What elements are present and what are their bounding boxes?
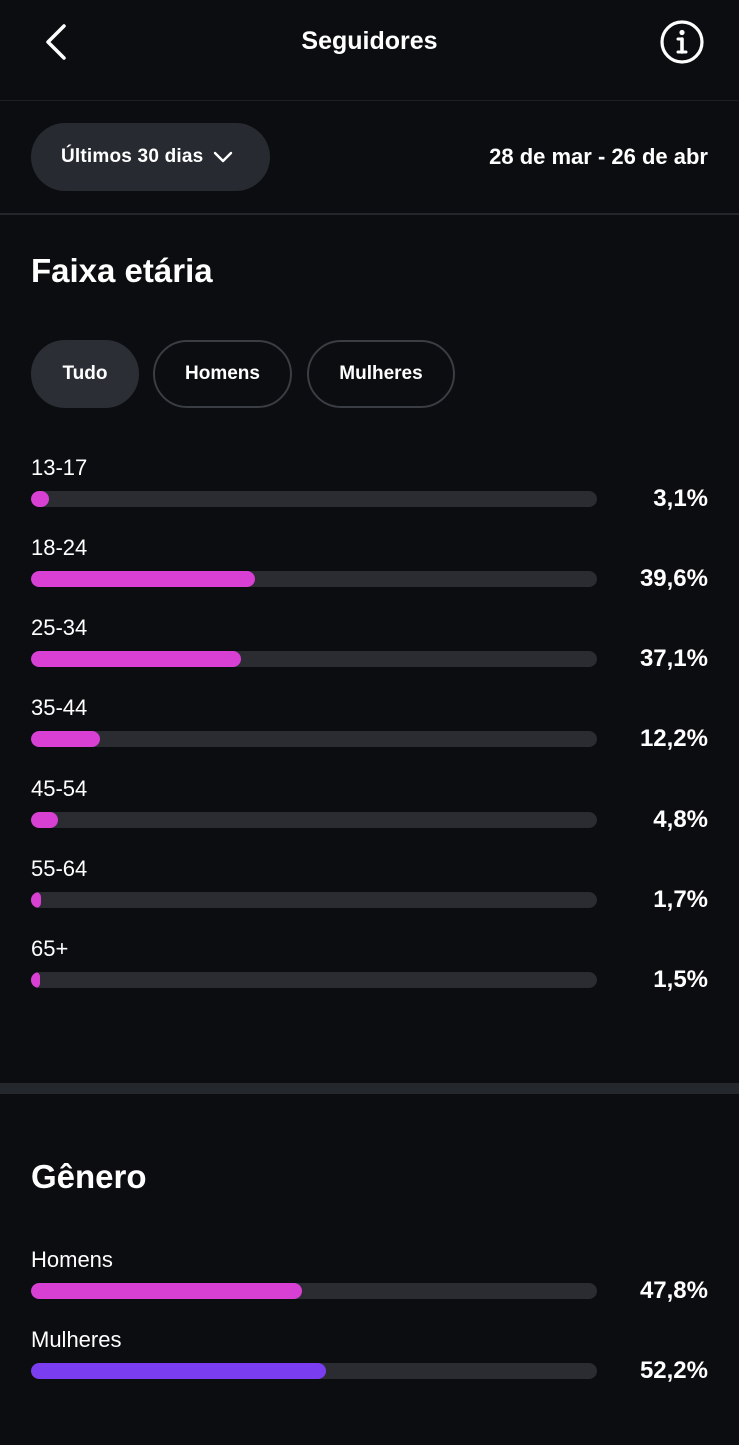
bar-track [31,812,597,828]
bar-fill [31,491,49,507]
period-label: Últimos 30 dias [61,146,204,167]
age-label: 18-24 [31,535,88,560]
bar-track [31,571,597,587]
age-value: 1,5% [653,966,708,993]
period-dropdown[interactable]: Últimos 30 dias [31,123,270,191]
age-value: 4,8% [653,806,708,833]
age-row-25-34: 25-34 37,1% [31,615,708,685]
bar-fill [31,812,58,828]
age-label: 45-54 [31,776,88,801]
date-range: 28 de mar - 26 de abr [489,144,708,169]
age-label: 65+ [31,936,69,961]
gender-section-title: Gênero [31,1158,147,1195]
chip-women[interactable]: Mulheres [307,340,455,408]
bar-fill [31,1363,326,1379]
age-row-35-44: 35-44 12,2% [31,695,708,765]
age-value: 3,1% [653,485,708,512]
age-row-18-24: 18-24 39,6% [31,535,708,605]
section-divider [0,1083,739,1094]
gender-label: Mulheres [31,1327,122,1352]
top-header: Seguidores [0,0,739,101]
age-label: 25-34 [31,615,88,640]
chip-men[interactable]: Homens [153,340,292,408]
chip-all[interactable]: Tudo [31,340,139,408]
bar-track [31,651,597,667]
gender-label: Homens [31,1247,113,1272]
chevron-down-icon [213,151,233,163]
back-button[interactable] [36,22,76,62]
filter-bar: Últimos 30 dias 28 de mar - 26 de abr [0,101,739,215]
bar-track [31,1363,597,1379]
age-label: 13-17 [31,455,88,480]
bar-fill [31,571,255,587]
age-value: 1,7% [653,886,708,913]
bar-track [31,892,597,908]
bar-track [31,491,597,507]
age-label: 55-64 [31,856,88,881]
age-value: 37,1% [639,645,708,672]
info-button[interactable] [659,19,705,65]
age-value: 39,6% [639,565,708,592]
bar-fill [31,1283,302,1299]
age-row-55-64: 55-64 1,7% [31,856,708,926]
bar-track [31,731,597,747]
age-label: 35-44 [31,695,88,720]
age-row-13-17: 13-17 3,1% [31,455,708,525]
info-circle-icon [660,20,704,64]
page-title: Seguidores [301,27,438,55]
bar-fill [31,892,41,908]
bar-fill [31,972,40,988]
bar-fill [31,731,100,747]
age-row-65-plus: 65+ 1,5% [31,936,708,1006]
gender-value: 47,8% [639,1277,708,1304]
bar-fill [31,651,241,667]
bar-track [31,1283,597,1299]
age-section-title: Faixa etária [31,252,213,289]
gender-row-men: Homens 47,8% [31,1247,708,1317]
bar-track [31,972,597,988]
chevron-left-icon [46,24,66,60]
age-row-45-54: 45-54 4,8% [31,776,708,846]
gender-row-women: Mulheres 52,2% [31,1327,708,1397]
age-value: 12,2% [639,725,708,752]
gender-value: 52,2% [639,1357,708,1384]
